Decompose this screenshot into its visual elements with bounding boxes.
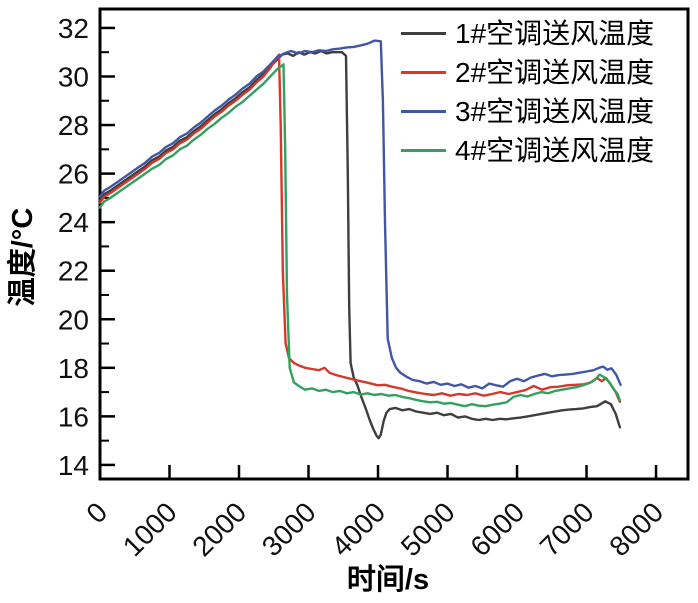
- legend-label-2: 2#空调送风温度: [455, 56, 655, 88]
- plot-border: [98, 7, 690, 481]
- y-tick-label: 16: [58, 401, 89, 432]
- y-tick-label: 28: [58, 110, 89, 141]
- x-tick-label: 3000: [256, 496, 322, 562]
- legend-item-2: 2#空调送风温度: [401, 53, 654, 92]
- legend-line-swatch-3: [401, 110, 446, 113]
- y-tick-label: 22: [58, 256, 89, 287]
- y-tick-label: 14: [58, 450, 89, 481]
- y-tick-label: 18: [58, 353, 89, 384]
- series-line-4: [98, 63, 622, 408]
- series-lines: [98, 39, 622, 440]
- x-tick-label: 7000: [534, 496, 600, 562]
- series-line-3: [98, 39, 622, 390]
- legend-line-swatch-2: [401, 71, 446, 74]
- legend-item-1: 1#空调送风温度: [401, 14, 654, 53]
- x-axis-title: 时间/s: [346, 564, 430, 596]
- x-tick-label: 8000: [603, 496, 669, 562]
- legend-label-4: 4#空调送风温度: [455, 134, 655, 166]
- x-tick-label: 2000: [186, 496, 252, 562]
- series-line-2: [98, 53, 622, 403]
- y-tick-label: 32: [58, 13, 89, 44]
- legend-line-swatch-4: [401, 149, 446, 152]
- series-line-1: [98, 49, 622, 440]
- y-tick-label: 26: [58, 159, 89, 190]
- y-tick-label: 20: [58, 304, 89, 335]
- legend-label-3: 3#空调送风温度: [455, 95, 655, 127]
- y-tick-label: 30: [58, 61, 89, 92]
- x-tick-label: 5000: [395, 496, 461, 562]
- legend-line-swatch-1: [401, 32, 446, 35]
- x-tick-label: 1000: [117, 496, 183, 562]
- y-axis-ticks: 14 16 18 20 22 24 26 28 30 32: [58, 13, 115, 481]
- legend-label-1: 1#空调送风温度: [455, 17, 655, 49]
- x-tick-label: 4000: [325, 496, 391, 562]
- x-tick-label: 0: [80, 496, 113, 529]
- legend-item-4: 4#空调送风温度: [401, 131, 654, 170]
- legend-item-3: 3#空调送风温度: [401, 92, 654, 131]
- legend: 1#空调送风温度 2#空调送风温度 3#空调送风温度 4#空调送风温度: [401, 14, 654, 170]
- y-tick-label: 24: [58, 207, 89, 238]
- x-tick-label: 6000: [464, 496, 530, 562]
- y-axis-title: 温度/°C: [7, 207, 39, 307]
